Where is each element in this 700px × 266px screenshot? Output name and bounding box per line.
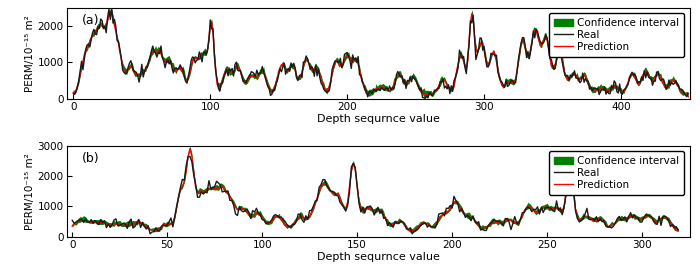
Y-axis label: PERM/10⁻¹⁵ m²: PERM/10⁻¹⁵ m²: [25, 15, 35, 92]
Y-axis label: PERM/10⁻¹⁵ m²: PERM/10⁻¹⁵ m²: [25, 153, 35, 230]
Legend: Confidence interval, Real, Prediction: Confidence interval, Real, Prediction: [549, 151, 685, 195]
X-axis label: Depth sequrnce value: Depth sequrnce value: [316, 252, 440, 262]
Text: (a): (a): [82, 14, 99, 27]
Text: (b): (b): [82, 152, 99, 165]
Legend: Confidence interval, Real, Prediction: Confidence interval, Real, Prediction: [549, 13, 685, 57]
X-axis label: Depth sequrnce value: Depth sequrnce value: [316, 114, 440, 124]
